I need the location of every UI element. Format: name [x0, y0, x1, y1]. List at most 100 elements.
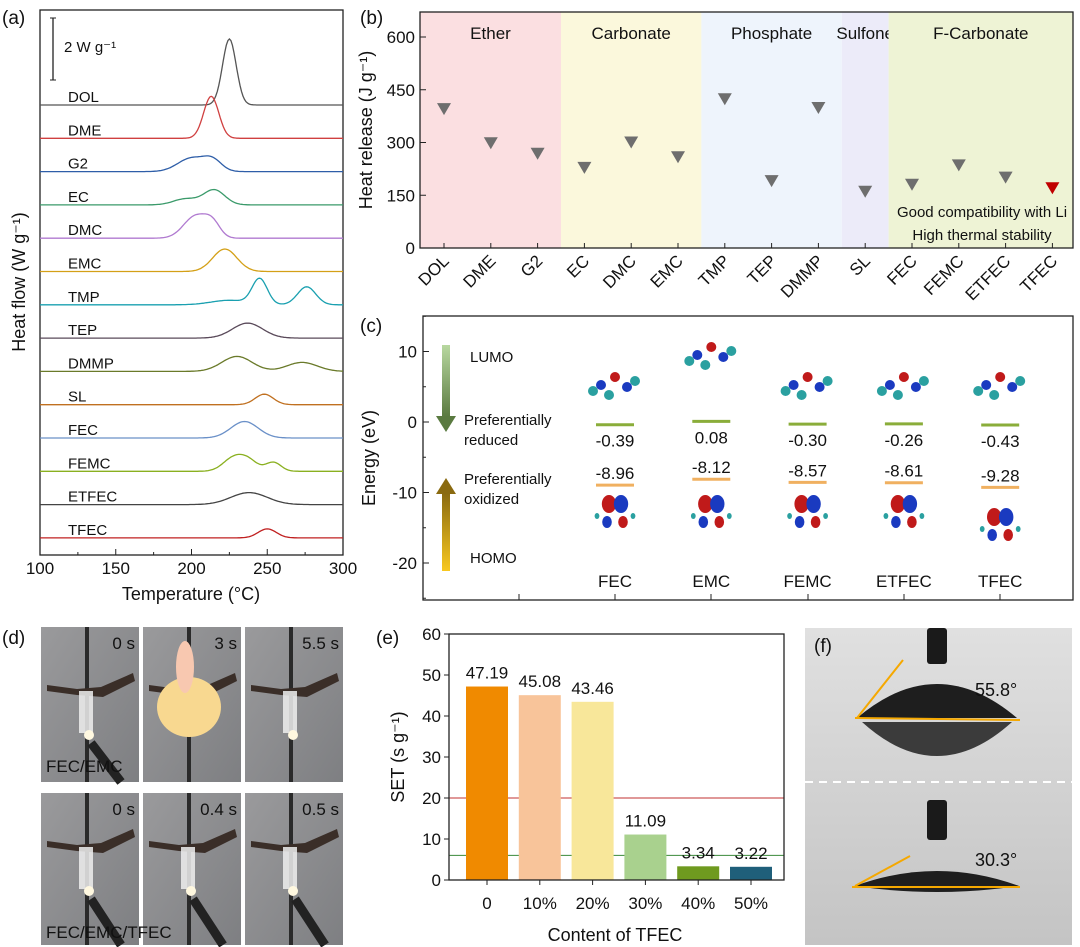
homo-orbital-emc — [690, 495, 732, 528]
tangent-line — [856, 659, 904, 719]
homo-orbital-tfec — [979, 508, 1021, 541]
y-axis-title: Energy (eV) — [359, 410, 379, 506]
y-tick-label: 40 — [422, 707, 441, 726]
orbital-lobe — [787, 513, 792, 519]
heat-release-chart: Ether Carbonate Phosphate Sulfone F-Carbonat… — [356, 11, 1074, 304]
y-tick-label: 150 — [387, 186, 415, 205]
homo-value: -8.96 — [596, 464, 635, 483]
molecule-label: ETFEC — [876, 572, 932, 591]
lumo-label: LUMO — [470, 349, 513, 366]
homo-label: HOMO — [470, 550, 517, 567]
atom — [884, 380, 895, 390]
orbital-lobe — [907, 516, 917, 528]
flame — [288, 730, 298, 740]
time-label: 5.5 s — [302, 634, 339, 653]
photo-bottom-2: 0.4 s — [143, 793, 241, 947]
atom — [692, 350, 703, 360]
lighter-nozzle — [189, 896, 227, 947]
group-band — [841, 12, 889, 248]
lumo-value: -0.43 — [981, 432, 1020, 451]
orbital-lobe — [794, 516, 805, 528]
atom — [973, 386, 984, 396]
dsc-curve-tmp — [40, 277, 343, 306]
orbital-lobe — [806, 495, 821, 513]
data-point-dol — [437, 103, 451, 116]
curve-label: TFEC — [68, 522, 107, 539]
atom — [596, 380, 606, 390]
lumo-orbital-tfec — [973, 372, 1026, 400]
atom — [718, 352, 729, 362]
orbital-lobe — [902, 495, 918, 513]
group-label: Phosphate — [731, 24, 812, 43]
photo-top-2: 3 s — [143, 627, 241, 782]
orbital-lobe — [726, 513, 732, 519]
dsc-curve-ec — [40, 188, 343, 206]
orbital-lobe — [979, 526, 985, 532]
x-axis-title: Temperature (°C) — [122, 584, 260, 604]
y-axis-title: Heat release (J g⁻¹) — [356, 51, 376, 210]
down-arrow-icon — [436, 416, 456, 432]
separator-sample — [283, 691, 297, 733]
group-label: F-Carbonate — [933, 24, 1028, 43]
y-tick-label: 60 — [422, 625, 441, 644]
x-tick-label: 50% — [734, 894, 768, 913]
y-tick-label: 0 — [406, 239, 415, 258]
x-tick-label: 30% — [628, 894, 662, 913]
y-tick-label: 450 — [387, 81, 415, 100]
photo-bottom-3: 0.5 s — [245, 793, 343, 947]
curve-label: DOL — [68, 89, 99, 106]
homo-orbital-etfec — [883, 495, 925, 528]
curve-label: G2 — [68, 156, 88, 173]
x-tick-label: TEP — [744, 251, 781, 288]
orbital-lobe — [690, 513, 696, 519]
curve-label: DMC — [68, 222, 102, 239]
group-band — [888, 12, 1073, 248]
dsc-curve-dmc — [40, 213, 343, 239]
orbital-lobe — [794, 495, 809, 513]
panel-label-e: (e) — [376, 628, 399, 649]
atom — [684, 356, 695, 366]
data-point-g2 — [530, 147, 545, 160]
data-point-etfec — [998, 171, 1013, 184]
reduced-label: Preferentially — [464, 412, 552, 429]
atom — [788, 380, 799, 390]
lumo-value: -0.39 — [596, 432, 635, 451]
atom — [780, 386, 791, 396]
flame — [186, 886, 196, 896]
lighter-nozzle — [291, 896, 329, 947]
orbital-lobe — [1015, 526, 1021, 532]
y-tick-label: 0 — [432, 871, 441, 890]
tangent-line — [854, 855, 911, 887]
oxidized-label: Preferentially — [464, 471, 552, 488]
bar-0 — [466, 686, 508, 880]
orbital-lobe — [613, 495, 629, 513]
dsc-curve-dol — [40, 38, 343, 106]
x-tick-label: G2 — [517, 251, 546, 280]
needle — [927, 800, 947, 840]
x-tick-label: DMC — [599, 251, 640, 292]
orbital-lobe — [710, 495, 725, 513]
y-tick-label: 30 — [422, 748, 441, 767]
group-label: Carbonate — [592, 24, 671, 43]
contact-angle-photo: 55.8° 30.3° — [805, 628, 1072, 945]
bar-value-label: 3.22 — [734, 844, 767, 863]
curve-label: DMMP — [68, 355, 114, 372]
data-point-emc — [671, 151, 685, 164]
contact-angle-value: 30.3° — [975, 850, 1017, 870]
orbital-lobe — [890, 495, 906, 513]
clamp — [251, 829, 339, 853]
lumo-value: 0.08 — [695, 428, 728, 447]
dsc-curve-dme — [40, 95, 343, 139]
data-point-ec — [577, 161, 592, 174]
photo-background — [805, 628, 1072, 945]
atom — [796, 390, 807, 400]
homo-value: -8.12 — [692, 458, 731, 477]
y-tick-label: 600 — [387, 28, 415, 47]
homo-orbital-fec — [594, 495, 636, 528]
curve-label: ETFEC — [68, 489, 117, 506]
atom — [802, 372, 813, 382]
data-point-dmc — [624, 136, 639, 149]
oxidation-arrow-icon — [442, 493, 450, 571]
atom — [604, 390, 614, 400]
group-label: Ether — [470, 24, 511, 43]
